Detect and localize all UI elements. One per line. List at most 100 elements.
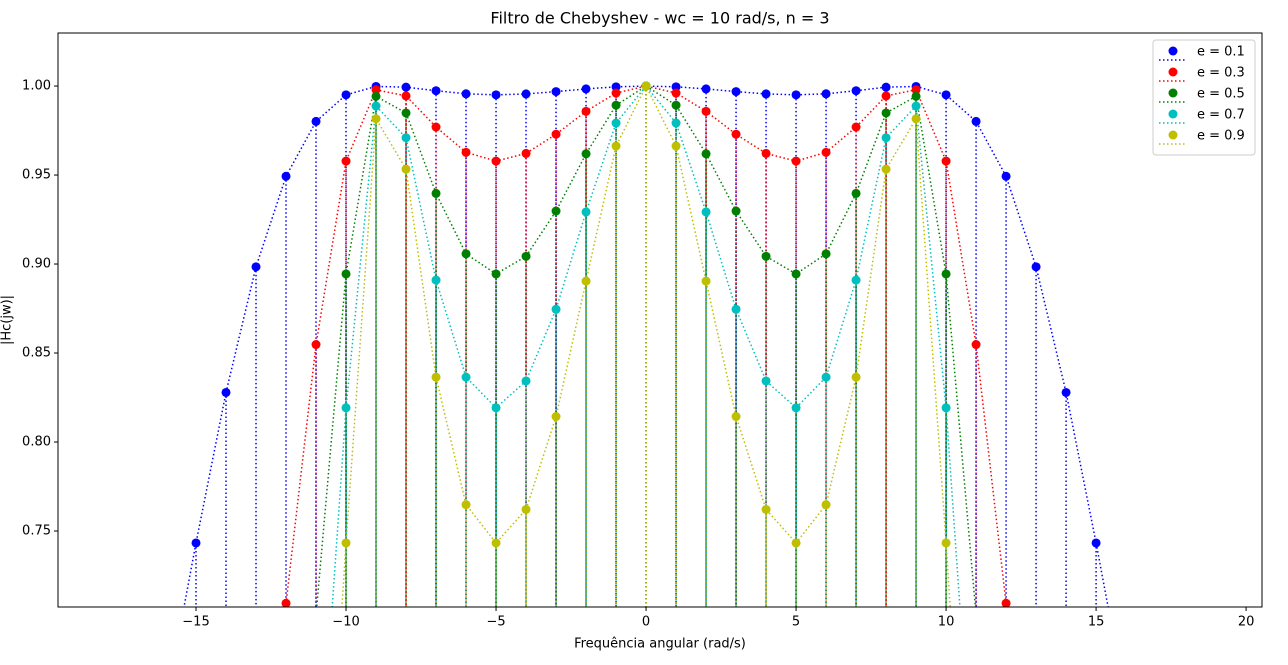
marker (551, 206, 561, 216)
marker (791, 156, 801, 166)
marker (881, 164, 891, 174)
axes-frame (57, 32, 1263, 608)
marker (461, 89, 471, 99)
marker (461, 500, 471, 510)
marker (911, 91, 921, 101)
marker (611, 118, 621, 128)
x-tick-label: −10 (332, 615, 359, 630)
marker (431, 372, 441, 382)
marker (611, 100, 621, 110)
marker (731, 206, 741, 216)
marker (671, 118, 681, 128)
marker (881, 133, 891, 143)
marker (941, 156, 951, 166)
marker (581, 207, 591, 217)
marker (581, 84, 591, 94)
marker (581, 106, 591, 116)
series-line (315, 85, 977, 607)
marker (551, 129, 561, 139)
legend-label: e = 0.7 (1197, 108, 1245, 123)
chart-title: Filtro de Chebyshev - wc = 10 rad/s, n =… (490, 9, 829, 28)
marker (371, 91, 381, 101)
marker (281, 171, 291, 181)
marker (701, 276, 711, 286)
marker (971, 116, 981, 126)
marker (761, 376, 771, 386)
y-tick-label: 1.00 (22, 79, 51, 94)
marker (341, 156, 351, 166)
x-tick-label: −5 (486, 615, 505, 630)
marker (1031, 262, 1041, 272)
marker (851, 188, 861, 198)
marker (881, 91, 891, 101)
marker (371, 85, 381, 95)
marker (461, 372, 471, 382)
marker (761, 251, 771, 261)
x-tick-label: 5 (792, 615, 800, 630)
marker (491, 90, 501, 100)
marker (971, 340, 981, 350)
marker (1001, 598, 1011, 607)
marker (581, 276, 591, 286)
marker (401, 82, 411, 92)
marker (671, 100, 681, 110)
legend-label: e = 0.5 (1197, 87, 1245, 102)
series (341, 81, 951, 607)
marker (791, 403, 801, 413)
marker (341, 538, 351, 548)
marker (521, 251, 531, 261)
marker (1001, 171, 1011, 181)
marker (941, 90, 951, 100)
marker (941, 538, 951, 548)
marker (791, 269, 801, 279)
marker (671, 141, 681, 151)
marker (491, 269, 501, 279)
marker (941, 403, 951, 413)
marker (731, 87, 741, 97)
marker (731, 412, 741, 422)
marker (491, 156, 501, 166)
legend-marker (1168, 88, 1178, 98)
marker (761, 148, 771, 158)
marker (761, 504, 771, 514)
marker (281, 598, 291, 607)
marker (401, 164, 411, 174)
marker (851, 122, 861, 132)
x-tick-label: 15 (1088, 615, 1105, 630)
x-tick-label: 0 (642, 615, 650, 630)
marker (341, 403, 351, 413)
marker (911, 101, 921, 111)
marker (881, 108, 891, 118)
marker (611, 82, 621, 92)
marker (491, 538, 501, 548)
marker (701, 149, 711, 159)
legend-marker (1168, 130, 1178, 140)
marker (701, 207, 711, 217)
y-tick-label: 0.95 (22, 168, 51, 183)
marker (731, 129, 741, 139)
legend-box (1152, 39, 1256, 156)
marker (551, 412, 561, 422)
marker (521, 504, 531, 514)
legend-label: e = 0.1 (1197, 45, 1245, 60)
x-tick-label: 20 (1238, 615, 1255, 630)
marker (431, 275, 441, 285)
marker (521, 148, 531, 158)
marker (611, 141, 621, 151)
marker (671, 82, 681, 92)
legend-label: e = 0.3 (1197, 66, 1245, 81)
marker (791, 90, 801, 100)
marker (821, 372, 831, 382)
y-tick-label: 0.85 (22, 346, 51, 361)
legend-marker (1168, 46, 1178, 56)
marker (911, 114, 921, 124)
y-tick-label: 0.75 (22, 524, 51, 539)
marker (911, 85, 921, 95)
marker (1091, 538, 1101, 548)
marker (881, 82, 891, 92)
marker (311, 116, 321, 126)
marker (551, 87, 561, 97)
marker (401, 108, 411, 118)
